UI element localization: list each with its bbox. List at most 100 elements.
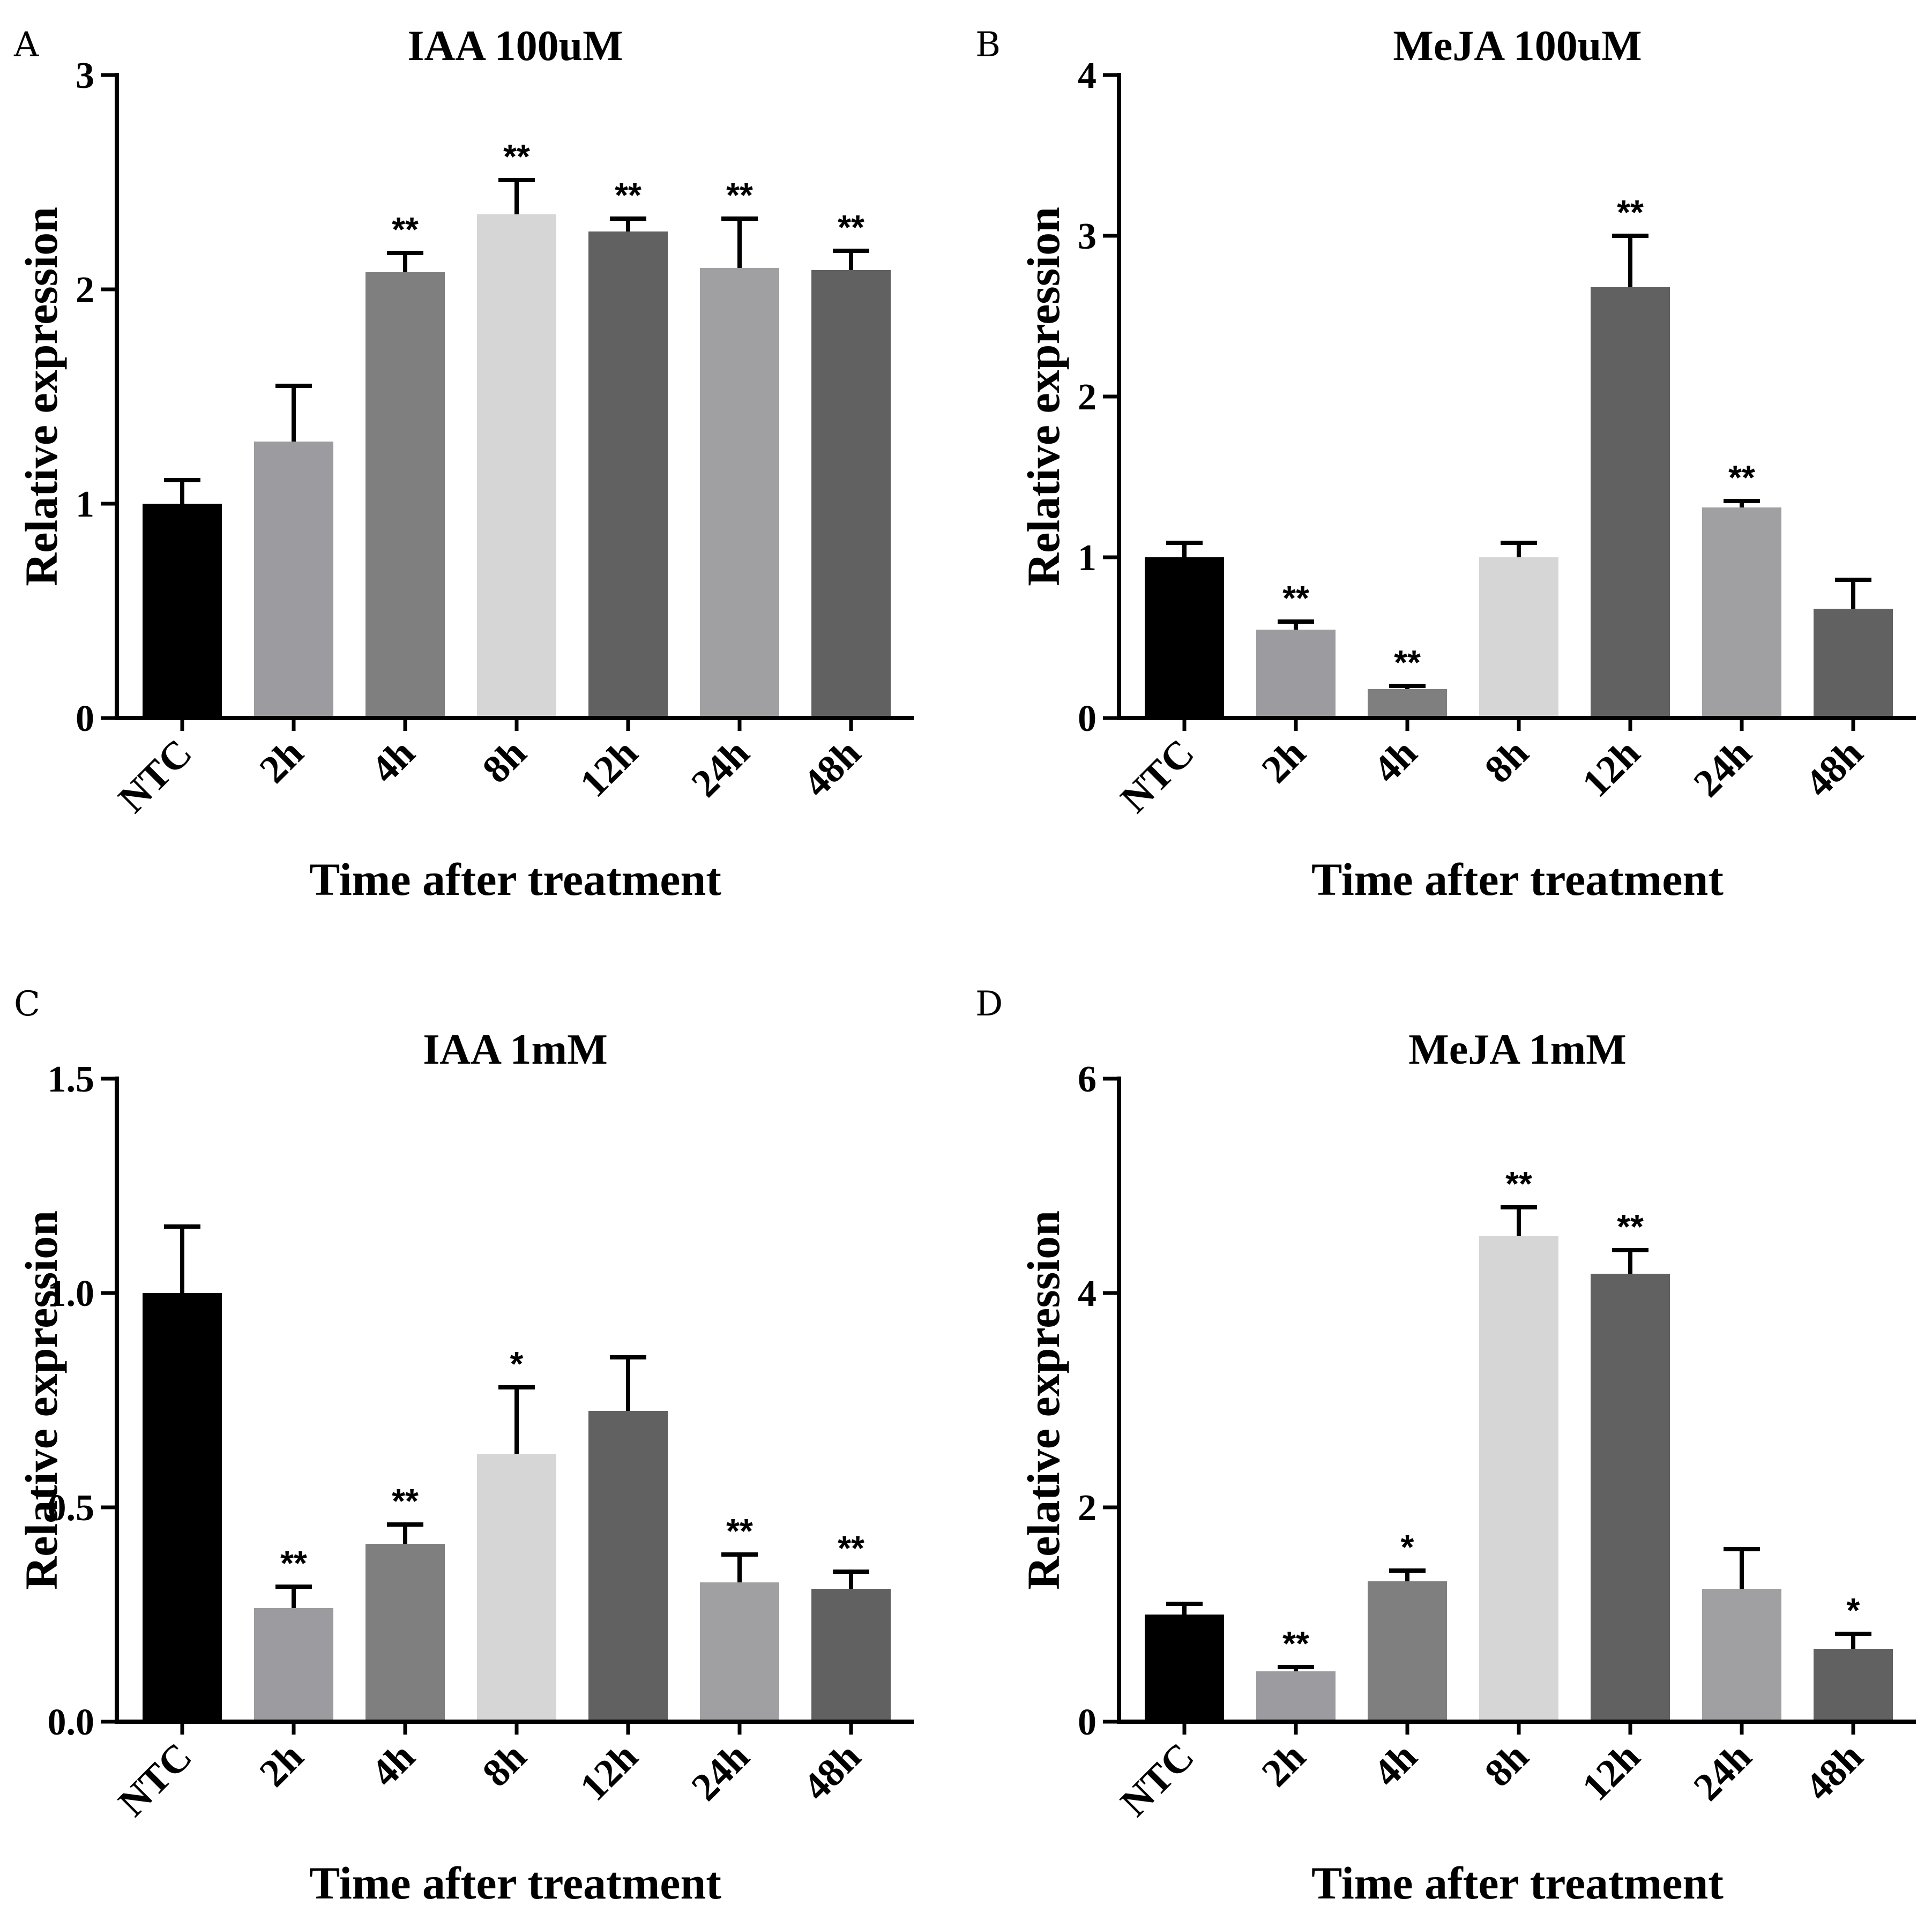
bar-NTC <box>1145 557 1224 718</box>
y-tick-label: 2 <box>1078 377 1096 418</box>
significance-label: ** <box>1394 643 1421 682</box>
bar-24h <box>700 1582 779 1722</box>
category-label: 4h <box>1365 731 1426 791</box>
chart-title: IAA 100uM <box>407 23 623 70</box>
chart-title: MeJA 100uM <box>1393 23 1642 70</box>
bar-48h <box>811 1589 891 1722</box>
category-label: 8h <box>474 731 535 791</box>
y-tick-label: 2 <box>76 270 94 311</box>
significance-label: ** <box>1617 193 1644 231</box>
y-tick-label: 4 <box>1078 1273 1096 1314</box>
category-label: 24h <box>1685 731 1760 805</box>
category-label: 12h <box>1574 731 1648 805</box>
significance-label: ** <box>503 137 530 176</box>
bar-12h <box>1591 1274 1670 1722</box>
y-axis-label: Relative expression <box>1018 1210 1069 1590</box>
x-axis-label: Time after treatment <box>1311 854 1724 905</box>
bar-48h <box>1814 609 1893 718</box>
category-label: 24h <box>1685 1735 1760 1809</box>
bar-NTC <box>143 504 222 718</box>
category-label: 12h <box>1574 1735 1648 1809</box>
category-label: 2h <box>251 731 312 791</box>
y-tick-label: 0.5 <box>48 1488 95 1529</box>
significance-label: ** <box>392 1482 419 1520</box>
significance-label: ** <box>838 208 864 246</box>
y-tick-label: 2 <box>1078 1488 1096 1529</box>
x-axis-label: Time after treatment <box>1311 1857 1724 1909</box>
bar-2h <box>1256 630 1336 718</box>
significance-label: ** <box>1728 458 1755 497</box>
y-axis-label: Relative expression <box>16 207 67 586</box>
bar-48h <box>811 270 891 718</box>
category-label: 48h <box>1797 731 1871 805</box>
significance-label: ** <box>1282 579 1309 617</box>
bar-2h <box>254 442 333 718</box>
bar-8h <box>477 1454 556 1722</box>
chart-panel-2: B MeJA 100uM NTC ** 2h ** 4h 8h ** 12h ** 24h 48h 0 1 2… <box>975 23 1916 905</box>
panel-letter: D <box>975 984 1003 1024</box>
y-tick-label: 6 <box>1078 1059 1096 1100</box>
category-label: 12h <box>572 731 646 805</box>
bar-8h <box>477 214 556 718</box>
category-label: NTC <box>1113 731 1203 821</box>
bar-2h <box>254 1608 333 1722</box>
category-label: 2h <box>1254 1735 1314 1795</box>
significance-label: ** <box>838 1529 864 1567</box>
y-tick-label: 1.5 <box>48 1059 95 1100</box>
panel-letter: A <box>13 25 39 65</box>
significance-label: * <box>510 1344 524 1383</box>
bar-12h <box>588 1411 668 1722</box>
y-tick-label: 1 <box>1078 537 1096 579</box>
category-label: 4h <box>1365 1735 1426 1795</box>
category-label: 8h <box>1476 1735 1537 1795</box>
category-label: NTC <box>110 1735 200 1825</box>
category-label: 8h <box>474 1735 535 1795</box>
x-axis-label: Time after treatment <box>309 854 721 905</box>
bar-48h <box>1814 1649 1893 1722</box>
y-tick-label: 0 <box>1078 1702 1096 1743</box>
chart-title: IAA 1mM <box>423 1026 607 1073</box>
chart-panel-4: D MeJA 1mM NTC ** 2h * 4h ** 8h ** 12h 24h * 48h 0 2 4 6 R… <box>975 984 1916 1909</box>
y-tick-label: 0.0 <box>48 1702 95 1743</box>
category-label: 24h <box>683 1735 758 1809</box>
significance-label: ** <box>1282 1624 1309 1663</box>
category-label: NTC <box>1113 1735 1203 1825</box>
chart-panel-1: A IAA 100uM NTC 2h ** 4h ** 8h ** 12h ** 24h ** 48h 0 1… <box>13 23 914 905</box>
category-label: 12h <box>572 1735 646 1809</box>
significance-label: * <box>1401 1528 1414 1566</box>
y-tick-label: 0 <box>1078 698 1096 739</box>
significance-label: ** <box>615 176 641 214</box>
bar-24h <box>1702 1589 1781 1722</box>
bar-4h <box>1368 689 1447 718</box>
bar-NTC <box>143 1293 222 1722</box>
y-tick-label: 1 <box>76 484 94 525</box>
bar-2h <box>1256 1671 1336 1722</box>
bar-4h <box>365 272 445 718</box>
panel-letter: B <box>975 25 1001 65</box>
y-tick-label: 3 <box>1078 216 1096 257</box>
category-label: 24h <box>683 731 758 805</box>
category-label: 2h <box>1254 731 1314 791</box>
significance-label: ** <box>1617 1207 1644 1246</box>
bar-12h <box>1591 287 1670 718</box>
bar-4h <box>1368 1581 1447 1722</box>
category-label: 4h <box>363 731 423 791</box>
bar-8h <box>1479 1236 1558 1722</box>
bar-4h <box>365 1544 445 1722</box>
category-label: 8h <box>1476 731 1537 791</box>
bar-24h <box>700 268 779 718</box>
significance-label: * <box>1847 1591 1860 1630</box>
bar-8h <box>1479 557 1558 718</box>
y-tick-label: 1.0 <box>48 1273 95 1314</box>
chart-panel-3: C IAA 1mM NTC ** 2h ** 4h * 8h 12h ** 24h ** 48h 0.0 0.… <box>14 984 914 1909</box>
y-axis-label: Relative expression <box>16 1210 67 1590</box>
bar-NTC <box>1145 1615 1224 1722</box>
category-label: 2h <box>251 1735 312 1795</box>
chart-title: MeJA 1mM <box>1408 1026 1627 1073</box>
significance-label: ** <box>726 1512 753 1550</box>
panel-letter: C <box>14 984 40 1024</box>
y-tick-label: 3 <box>76 55 94 96</box>
bar-12h <box>588 231 668 718</box>
bar-24h <box>1702 507 1781 718</box>
